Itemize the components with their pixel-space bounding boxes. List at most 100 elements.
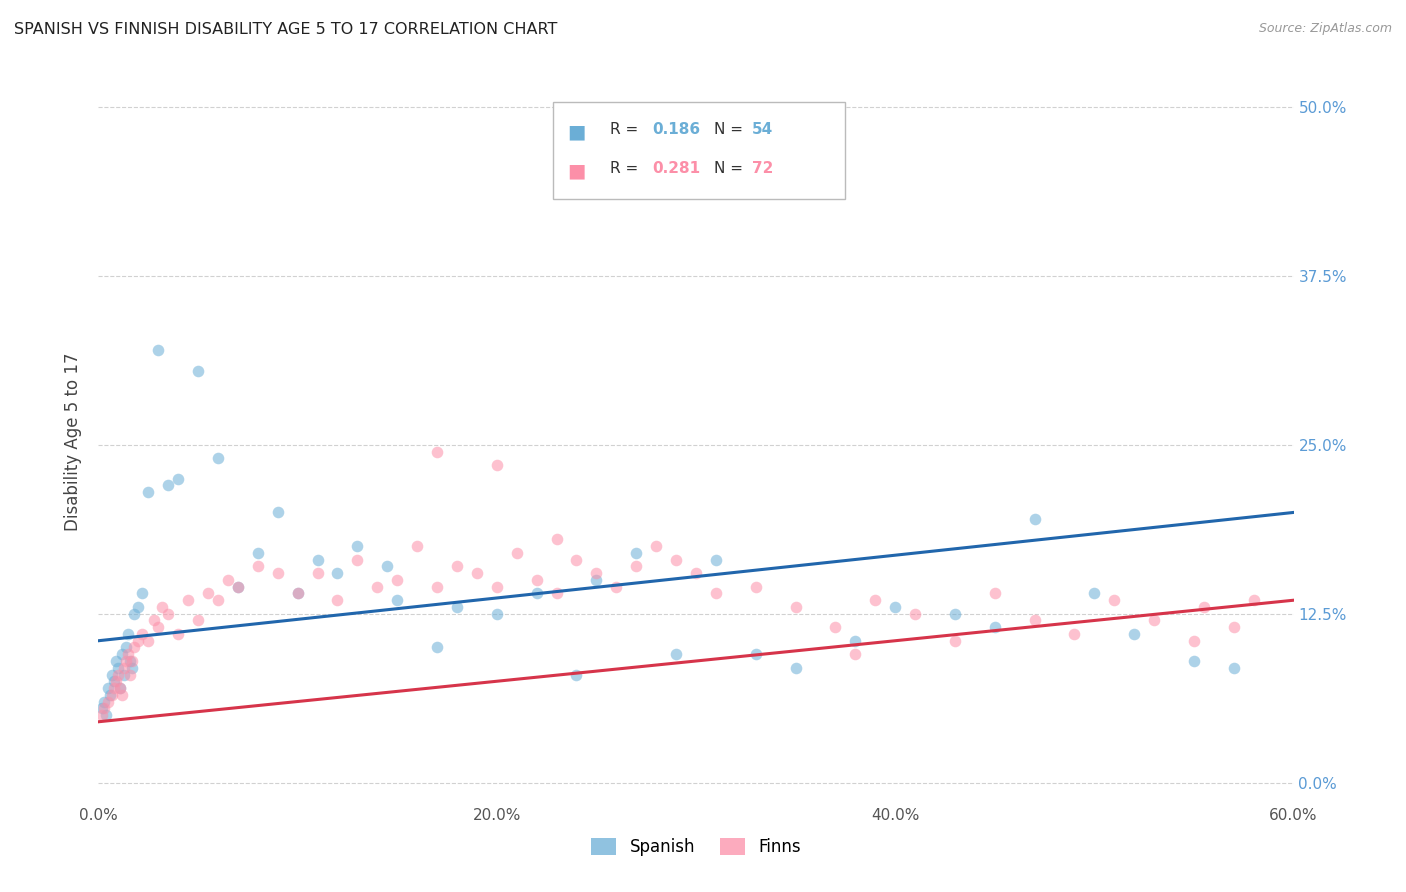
Point (645, 539, 668, 553)
Point (167, 472, 190, 486)
Point (904, 607, 927, 621)
Point (120, 667, 142, 681)
Point (426, 444, 449, 458)
Point (117, 647, 139, 661)
Point (112, 661, 135, 675)
Point (1143, 614, 1166, 628)
Text: N =: N = (714, 161, 748, 177)
Point (326, 566, 349, 581)
Point (366, 580, 388, 594)
Point (167, 627, 190, 641)
Point (131, 586, 153, 600)
Point (226, 580, 249, 594)
Point (465, 566, 488, 581)
Text: R =: R = (610, 161, 643, 177)
Point (112, 667, 135, 681)
Point (704, 586, 727, 600)
Point (177, 593, 200, 607)
Point (143, 614, 166, 628)
Point (93, 694, 115, 708)
Point (117, 627, 139, 641)
Point (943, 633, 966, 648)
Point (307, 566, 329, 581)
Point (157, 478, 180, 492)
Point (287, 586, 309, 600)
Point (984, 620, 1007, 634)
Point (485, 580, 508, 594)
Text: 0.186: 0.186 (652, 122, 700, 137)
Point (745, 647, 768, 661)
Point (197, 586, 219, 600)
Point (115, 654, 138, 668)
Point (246, 559, 269, 574)
Point (884, 599, 907, 614)
Text: 54: 54 (752, 122, 773, 137)
Point (984, 586, 1007, 600)
Point (626, 559, 648, 574)
Point (1192, 599, 1215, 614)
Point (1223, 661, 1246, 675)
Point (346, 539, 368, 553)
Point (485, 458, 508, 472)
Point (385, 573, 409, 587)
Point (785, 661, 807, 675)
Point (127, 633, 149, 648)
FancyBboxPatch shape (553, 102, 845, 200)
Point (1024, 512, 1046, 526)
Legend: Spanish, Finns: Spanish, Finns (585, 831, 807, 863)
Point (546, 533, 568, 547)
Point (207, 451, 229, 466)
Point (127, 599, 149, 614)
Point (1243, 593, 1265, 607)
Point (865, 593, 887, 607)
Point (426, 580, 449, 594)
Point (1123, 627, 1146, 641)
Point (1182, 633, 1205, 648)
Point (96, 708, 118, 723)
Point (346, 552, 368, 566)
Text: R =: R = (610, 122, 643, 137)
Point (375, 559, 398, 574)
Text: SPANISH VS FINNISH DISABILITY AGE 5 TO 17 CORRELATION CHART: SPANISH VS FINNISH DISABILITY AGE 5 TO 1… (14, 22, 557, 37)
Point (565, 667, 588, 681)
Point (1182, 654, 1205, 668)
Point (91, 701, 114, 715)
Point (1223, 620, 1246, 634)
Y-axis label: Disability Age 5 to 17: Disability Age 5 to 17 (65, 352, 83, 531)
Point (93, 701, 115, 715)
Point (157, 607, 180, 621)
Point (1083, 586, 1105, 600)
Point (103, 674, 125, 689)
Point (626, 546, 648, 560)
Point (385, 593, 409, 607)
Point (267, 505, 290, 519)
Text: 0.281: 0.281 (652, 161, 700, 177)
Point (287, 586, 309, 600)
Point (136, 633, 159, 648)
Point (217, 573, 239, 587)
Point (665, 552, 688, 566)
Point (506, 546, 529, 560)
Point (121, 661, 143, 675)
Point (98, 688, 122, 702)
Point (131, 627, 153, 641)
Point (1024, 614, 1046, 628)
Point (103, 681, 125, 695)
Text: 72: 72 (752, 161, 773, 177)
Text: ■: ■ (567, 161, 585, 180)
Point (121, 654, 143, 668)
Point (605, 580, 627, 594)
Point (844, 647, 866, 661)
Point (105, 674, 128, 689)
Point (91, 708, 114, 723)
Point (111, 688, 134, 702)
Point (565, 552, 588, 566)
Point (844, 633, 866, 648)
Point (824, 620, 846, 634)
Point (307, 552, 329, 566)
Point (226, 580, 249, 594)
Point (485, 607, 508, 621)
Point (148, 620, 170, 634)
Point (546, 586, 568, 600)
Point (187, 614, 209, 628)
